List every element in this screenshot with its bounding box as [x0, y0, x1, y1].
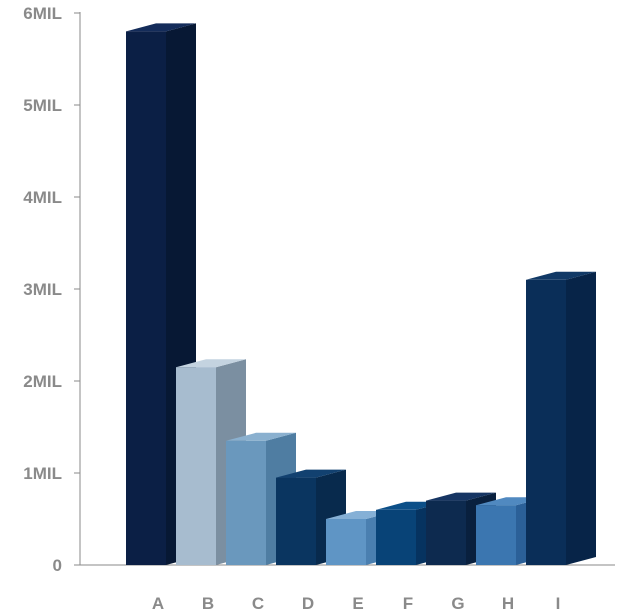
bar: [526, 271, 596, 565]
bar-top-face: [126, 23, 196, 32]
y-tick-label: 5MIL: [23, 96, 62, 115]
x-tick-label: G: [451, 594, 464, 612]
bar: [126, 23, 196, 565]
bar-front-face: [526, 279, 566, 565]
x-tick-label: H: [502, 594, 514, 612]
bar-front-face: [476, 505, 516, 565]
bar-front-face: [126, 31, 166, 565]
y-tick-label: 6MIL: [23, 4, 62, 23]
bar-front-face: [376, 509, 416, 565]
bar-top-face: [176, 359, 246, 368]
bar-front-face: [326, 519, 366, 565]
bar-top-face: [276, 469, 346, 478]
x-tick-label: F: [403, 594, 413, 612]
y-tick-label: 2MIL: [23, 372, 62, 391]
bar-side-face: [566, 271, 596, 565]
bar-front-face: [426, 500, 466, 565]
bar-front-face: [226, 440, 266, 565]
x-tick-label: E: [352, 594, 363, 612]
y-tick-label: 0: [53, 556, 62, 575]
bar-top-face: [426, 492, 496, 501]
x-tick-label: D: [302, 594, 314, 612]
x-tick-label: I: [556, 594, 561, 612]
y-tick-label: 4MIL: [23, 188, 62, 207]
bar-front-face: [276, 477, 316, 565]
bar-top-face: [226, 432, 296, 441]
y-tick-label: 1MIL: [23, 464, 62, 483]
x-tick-label: B: [202, 594, 214, 612]
bar-front-face: [176, 367, 216, 565]
bar-top-face: [526, 271, 596, 280]
y-tick-label: 3MIL: [23, 280, 62, 299]
x-tick-label: C: [252, 594, 264, 612]
x-tick-label: A: [152, 594, 164, 612]
